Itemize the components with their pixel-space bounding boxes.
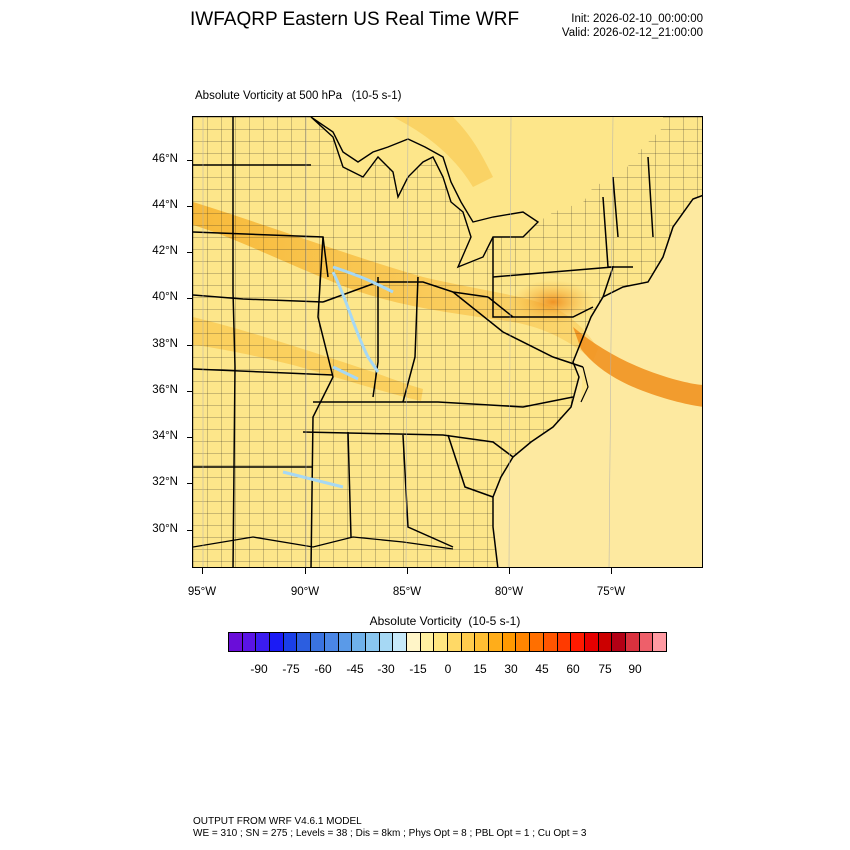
- colorbar-box-15: [434, 633, 448, 651]
- lat-label-40n: 40°N: [152, 291, 178, 303]
- lat-tick: [187, 345, 193, 346]
- colorbar-box-18: [475, 633, 490, 651]
- lat-label-46n: 46°N: [152, 153, 178, 165]
- lon-label-95w: 95°W: [187, 586, 217, 598]
- lon-tick: [611, 568, 612, 574]
- vorticity-map: [193, 117, 702, 567]
- colorbar-box-29: [625, 633, 640, 651]
- colorbar-label: 15: [473, 662, 487, 676]
- lat-tick: [187, 483, 193, 484]
- lon-tick: [305, 568, 306, 574]
- atlantic-coastline: [492, 194, 702, 567]
- colorbar-box-1: [242, 633, 257, 651]
- colorbar-box-6: [311, 633, 325, 651]
- lon-tick: [509, 568, 510, 574]
- colorbar-box-7: [324, 633, 339, 651]
- lat-tick: [187, 391, 193, 392]
- lon-label-85w: 85°W: [392, 586, 422, 598]
- colorbar-label: -45: [346, 662, 364, 676]
- lat-tick: [187, 298, 193, 299]
- colorbar-label: 90: [628, 662, 642, 676]
- main-title: IWFAQRP Eastern US Real Time WRF: [190, 9, 520, 30]
- colorbar-box-23: [543, 633, 558, 651]
- colorbar-box-3: [270, 633, 284, 651]
- colorbar-box-14: [420, 633, 435, 651]
- rivers: [282, 265, 394, 489]
- lat-label-30n: 30°N: [152, 523, 178, 535]
- colorbar-box-9: [352, 633, 366, 651]
- colorbar-box-30: [639, 633, 654, 651]
- vorticity-band-lakes: [393, 117, 493, 187]
- lon-tick: [407, 568, 408, 574]
- colorbar-box-21: [516, 633, 531, 651]
- colorbar-box-16: [448, 633, 462, 651]
- colorbar-label: 0: [444, 662, 452, 676]
- map-plot: [192, 116, 703, 568]
- colorbar-box-19: [489, 633, 503, 651]
- colorbar-box-17: [461, 633, 476, 651]
- lon-tick: [202, 568, 203, 574]
- colorbar-label: 60: [566, 662, 580, 676]
- init-time: Init: 2026-02-10_00:00:00: [571, 13, 703, 25]
- lat-label-34n: 34°N: [152, 430, 178, 442]
- footer-model-line: OUTPUT FROM WRF V4.6.1 MODEL: [193, 816, 362, 827]
- colorbar-box-20: [502, 633, 517, 651]
- colorbar-box-22: [530, 633, 544, 651]
- colorbar-label: 30: [504, 662, 518, 676]
- colorbar-box-4: [283, 633, 298, 651]
- colorbar-box-12: [393, 633, 407, 651]
- valid-time: Valid: 2026-02-12_21:00:00: [561, 27, 703, 39]
- colorbar-box-11: [379, 633, 394, 651]
- lat-label-38n: 38°N: [152, 338, 178, 350]
- lon-label-80w: 80°W: [494, 586, 524, 598]
- footer-config-line: WE = 310 ; SN = 275 ; Levels = 38 ; Dis …: [193, 828, 587, 839]
- lat-tick: [187, 437, 193, 438]
- colorbar-box-10: [365, 633, 380, 651]
- state-boundaries: [193, 117, 654, 567]
- colorbar-label: -90: [250, 662, 268, 676]
- colorbar-box-31: [653, 633, 666, 651]
- lat-label-44n: 44°N: [152, 199, 178, 211]
- lon-label-90w: 90°W: [290, 586, 320, 598]
- colorbar-box-27: [598, 633, 613, 651]
- colorbar-label: 45: [535, 662, 549, 676]
- chesapeake-bay: [580, 366, 589, 403]
- vorticity-band-atlantic: [573, 327, 702, 407]
- colorbar-box-13: [406, 633, 421, 651]
- colorbar: [228, 632, 667, 652]
- colorbar-box-5: [297, 633, 312, 651]
- colorbar-box-24: [557, 633, 572, 651]
- colorbar-label: 75: [598, 662, 612, 676]
- colorbar-box-8: [338, 633, 353, 651]
- colorbar-box-28: [612, 633, 626, 651]
- colorbar-label: -15: [409, 662, 427, 676]
- gulf-coastline: [193, 536, 454, 550]
- graticule: [202, 117, 614, 567]
- lat-tick: [187, 206, 193, 207]
- colorbar-box-2: [256, 633, 271, 651]
- lon-label-75w: 75°W: [596, 586, 626, 598]
- lat-label-32n: 32°N: [152, 476, 178, 488]
- field-title: Absolute Vorticity at 500 hPa (10-5 s-1): [195, 90, 402, 102]
- colorbar-label: -30: [377, 662, 395, 676]
- lat-tick: [187, 160, 193, 161]
- lat-label-42n: 42°N: [152, 245, 178, 257]
- colorbar-label: -60: [314, 662, 332, 676]
- colorbar-label: -75: [282, 662, 300, 676]
- colorbar-title: Absolute Vorticity (10-5 s-1): [369, 614, 521, 628]
- ocean-area: [493, 195, 702, 567]
- colorbar-box-25: [571, 633, 585, 651]
- colorbar-box-0: [229, 633, 243, 651]
- lat-tick: [187, 252, 193, 253]
- colorbar-box-26: [584, 633, 599, 651]
- lat-label-36n: 36°N: [152, 384, 178, 396]
- lat-tick: [187, 530, 193, 531]
